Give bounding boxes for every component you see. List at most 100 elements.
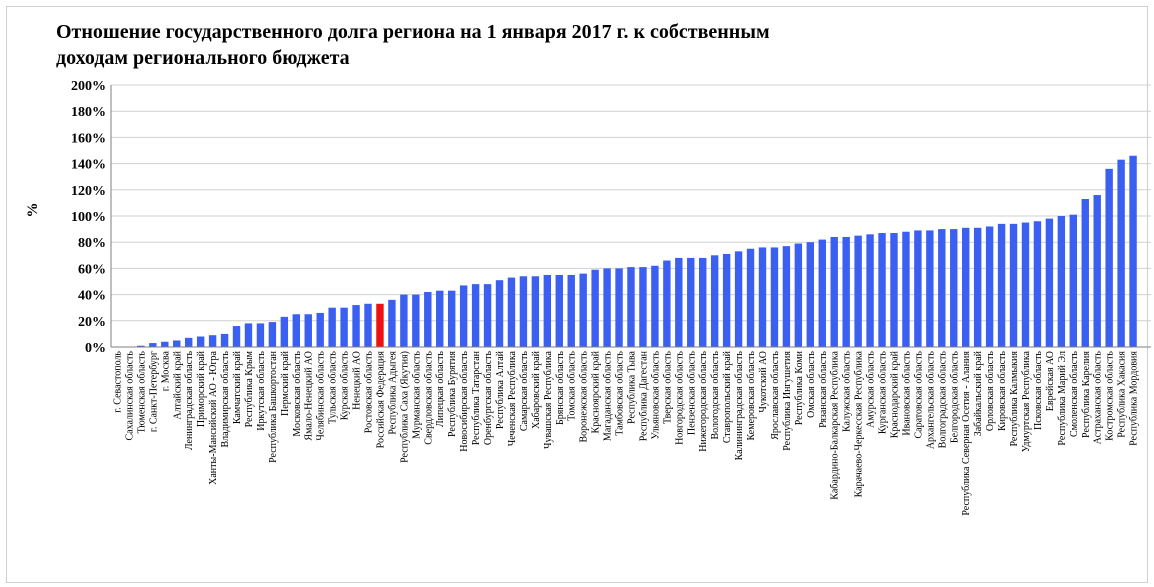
bar [758, 247, 767, 347]
bar [687, 257, 695, 347]
bar [746, 248, 755, 347]
chart-title-line-2: доходам регионального бюджета [56, 47, 350, 69]
x-tick-label: Чукотский АО [758, 351, 769, 413]
x-tick-label: Республика Крым [244, 350, 255, 427]
bar [842, 236, 850, 347]
y-tick-label: 140% [71, 158, 106, 173]
x-tick-label: Кировская область [997, 351, 1008, 431]
x-tick-label: Нижегородская область [698, 351, 709, 452]
x-tick-label: Приморский край [196, 350, 207, 427]
bar [316, 312, 324, 347]
x-tick-label: г. Москва [160, 350, 171, 391]
axes [110, 85, 1151, 348]
x-tick-label: Республика Марий Эл [1057, 351, 1068, 446]
x-tick-label: Рязанская область [818, 351, 829, 428]
bar [985, 226, 994, 347]
chart-title-line-1: Отношение государственного долга региона… [56, 21, 770, 43]
x-tick-label: Орловская область [985, 351, 996, 432]
bar [1117, 159, 1125, 347]
x-tick-label: Красноярский край [591, 350, 602, 433]
bar [699, 257, 707, 347]
bar [340, 307, 348, 347]
x-tick-label: Амурская область [866, 351, 877, 428]
bar [1021, 222, 1030, 347]
x-tick-label: Удмуртская Республика [1021, 350, 1032, 452]
bar [388, 299, 396, 347]
bar [651, 265, 659, 347]
x-tick-label: Курганская область [878, 351, 889, 435]
bar [973, 227, 982, 347]
x-tick-label: Республика Карелия [1081, 351, 1092, 438]
bar [400, 294, 408, 347]
x-tick-label: Ленинградская область [184, 351, 195, 451]
bar [782, 246, 791, 347]
bar [232, 326, 241, 347]
x-tick-label: г. Санкт-Петербург [148, 351, 159, 432]
x-tick-label: Московская область [292, 351, 303, 437]
bar [531, 276, 540, 347]
bar [806, 242, 815, 347]
x-tick-label: Республика Башкортостан [268, 350, 279, 463]
bar [591, 269, 599, 347]
x-tick-label: Пермский край [280, 350, 291, 416]
x-tick-label: Архангельская область [925, 351, 936, 450]
x-tick-label: Новгородская область [674, 351, 685, 445]
bar [567, 274, 575, 347]
x-tick-label: Костромская область [1105, 351, 1116, 441]
x-tick-label: Иркутская область [256, 351, 267, 431]
bar [1129, 155, 1137, 347]
bars [137, 155, 1137, 347]
x-tick-label: Псковская область [1033, 351, 1044, 430]
bar [256, 323, 265, 347]
bar [1093, 195, 1101, 347]
bar [161, 341, 169, 347]
x-tick-label: Алтайский край [172, 350, 183, 419]
bar [890, 233, 898, 347]
x-tick-label: Липецкая область [435, 351, 446, 428]
x-tick-label: Ульяновская область [650, 351, 661, 440]
x-tick-label: Республика Коми [794, 350, 805, 425]
y-tick-label: 0% [85, 341, 106, 356]
y-axis-label: % [25, 203, 41, 218]
bar [304, 314, 312, 347]
bar [962, 227, 970, 347]
bar [950, 229, 958, 347]
bar [436, 290, 444, 347]
x-tick-label: Курская область [340, 351, 351, 421]
x-tick-label: Тюменская область [136, 351, 147, 434]
bar [495, 280, 504, 347]
x-tick-label: Забайкальский край [973, 350, 984, 436]
bar [220, 333, 229, 347]
x-tick-label: Республика Калмыкия [1009, 351, 1020, 447]
x-tick-label: Воронежская область [579, 351, 590, 443]
x-tick-label: Ханты-Мансийский АО - Югра [208, 350, 219, 484]
x-tick-label: г. Севастополь [112, 351, 123, 413]
bar [185, 337, 193, 347]
x-tick-label: Российская Федерация [375, 351, 386, 449]
chart-title: Отношение государственного долга региона… [56, 19, 996, 71]
x-tick-label: Камчатский край [232, 350, 243, 424]
bar [615, 268, 623, 347]
x-tick-label: Еврейская АО [1045, 351, 1056, 411]
bar [244, 323, 253, 347]
y-tick-label: 200% [71, 79, 106, 94]
x-tick-label: Чеченская Республика [507, 350, 518, 446]
bar [1105, 168, 1113, 347]
x-tick-label: Республика Бурятия [447, 351, 458, 437]
bar [938, 229, 946, 347]
x-tick-label: Краснодарский край [889, 350, 900, 438]
bar [1033, 221, 1042, 347]
x-tick-label: Республика Мордовия [1129, 351, 1140, 446]
x-tick-label: Кабардино-Балкарская Республика [830, 350, 841, 499]
bar [902, 231, 910, 347]
x-tick-label: Тульская область [328, 351, 339, 424]
x-tick-label: Республика Саха (Якутия) [399, 351, 410, 463]
bar [292, 314, 300, 347]
x-tick-label: Магаданская область [603, 351, 614, 442]
bar [734, 251, 743, 347]
bar [770, 247, 779, 347]
bar [280, 316, 289, 347]
x-tick-label: Ивановская область [901, 351, 912, 436]
y-tick-label: 160% [71, 131, 106, 146]
